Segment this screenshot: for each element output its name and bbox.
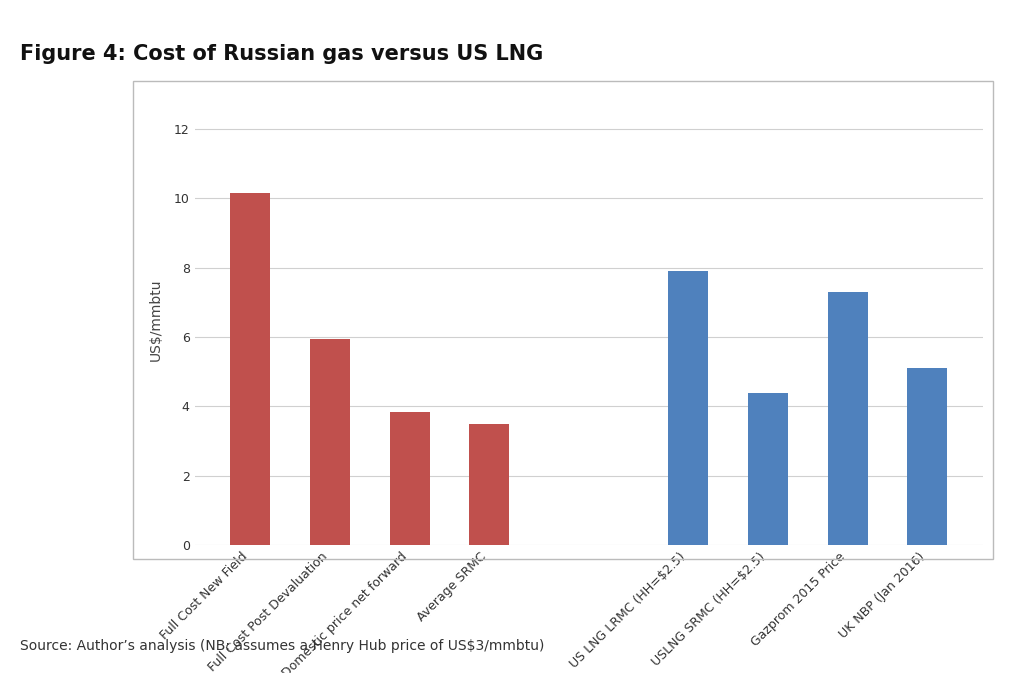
Bar xyxy=(390,412,429,545)
Bar xyxy=(749,392,787,545)
Bar xyxy=(669,271,709,545)
Bar xyxy=(827,292,867,545)
Text: Figure 4: Cost of Russian gas versus US LNG: Figure 4: Cost of Russian gas versus US … xyxy=(20,44,544,64)
Text: Source: Author’s analysis (NB: assumes a Henry Hub price of US$3/mmbtu): Source: Author’s analysis (NB: assumes a… xyxy=(20,639,545,653)
Y-axis label: US$/mmbtu: US$/mmbtu xyxy=(148,279,163,361)
Bar xyxy=(310,339,350,545)
Bar xyxy=(469,424,509,545)
Bar xyxy=(230,193,270,545)
Bar xyxy=(907,368,947,545)
